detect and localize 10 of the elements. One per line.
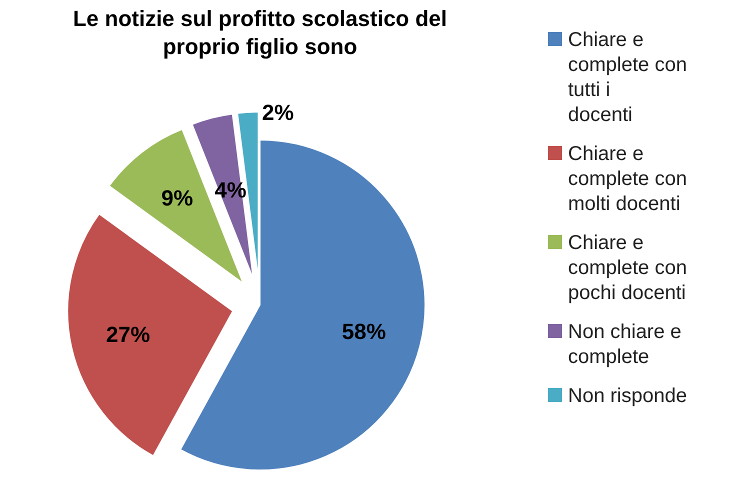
legend-label: Chiare e complete con molti docenti [568, 143, 687, 215]
data-label: 9% [161, 186, 194, 211]
chart-title: Le notizie sul profitto scolastico del proprio figlio sono [72, 6, 448, 59]
data-label: 58% [342, 319, 386, 344]
legend-label: Non risponde [568, 385, 687, 407]
data-label: 2% [262, 100, 294, 125]
legend-label: Chiare e complete con tutti i docenti [568, 29, 687, 126]
legend-label: Non chiare e complete [568, 321, 682, 368]
data-label: 27% [106, 322, 150, 348]
legend-label: Chiare e complete con pochi docenti [568, 232, 687, 304]
